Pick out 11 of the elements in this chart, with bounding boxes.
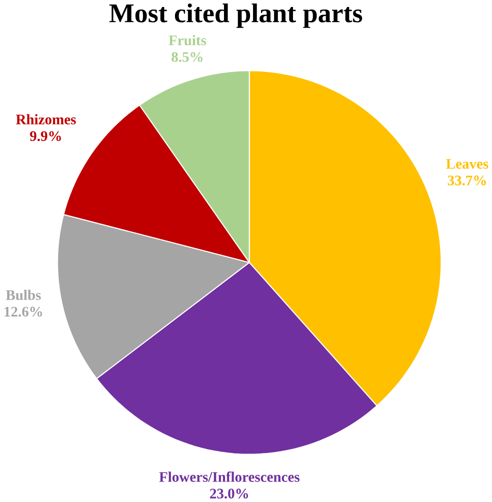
data-label: 33.7% xyxy=(448,176,486,186)
slice-label: Leaves xyxy=(446,159,488,169)
data-label: 8.5% xyxy=(172,52,202,62)
slice-label: Rhizomes xyxy=(16,114,76,124)
data-label: 9.9% xyxy=(30,131,61,142)
data-label: 12.6% xyxy=(4,306,42,317)
data-label: 23.0% xyxy=(210,488,248,499)
chart-title: Most cited plant parts xyxy=(109,3,362,28)
slice-label: Fruits xyxy=(168,35,206,46)
slice-label: Flowers/Inflorescences xyxy=(159,472,300,482)
slice-label: Bulbs xyxy=(6,290,41,300)
